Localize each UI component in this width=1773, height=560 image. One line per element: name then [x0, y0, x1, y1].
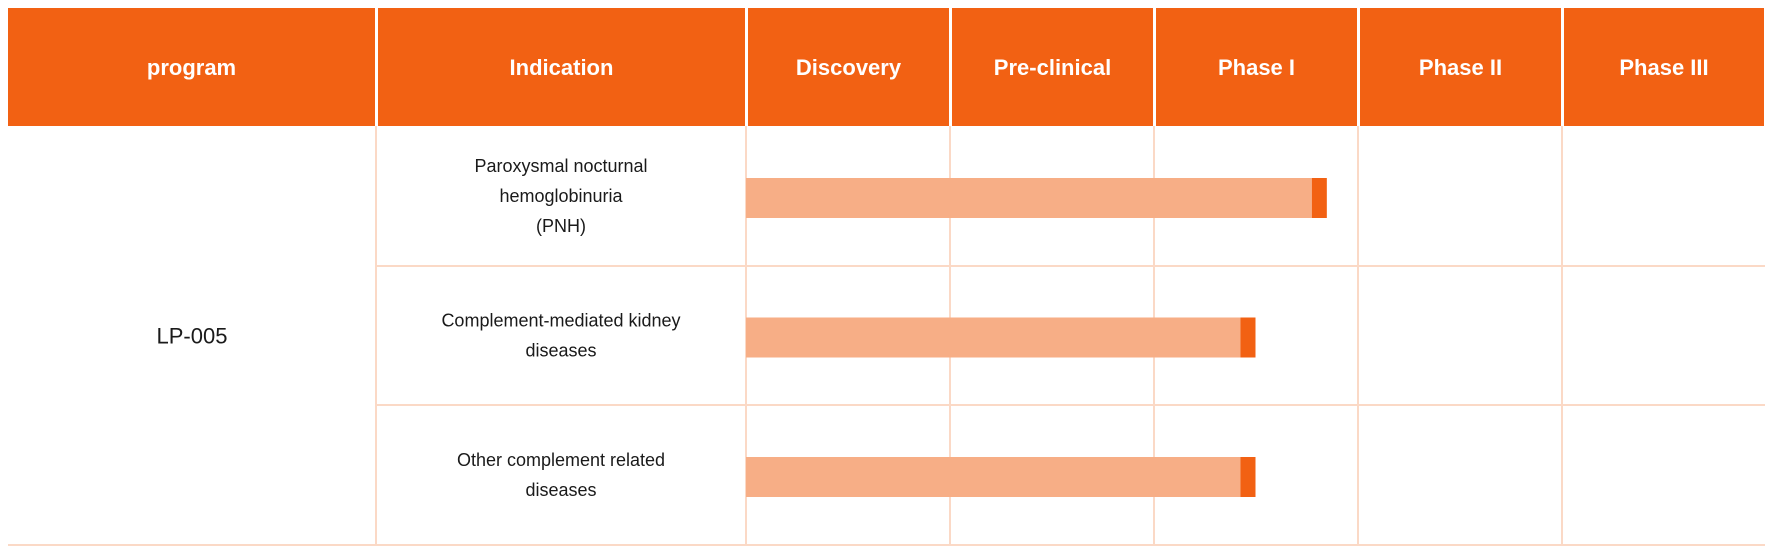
header-label-indication: Indication	[510, 55, 614, 80]
header-label-pre-clinical: Pre-clinical	[994, 55, 1111, 80]
header-cell-phase-iii	[1564, 8, 1764, 126]
progress-bar	[746, 457, 1241, 497]
header-label-discovery: Discovery	[796, 55, 902, 80]
table-text: LP-005 Paroxysmal nocturnal hemoglobinuria…	[157, 156, 681, 500]
progress-bars	[746, 178, 1327, 497]
indication-line: diseases	[525, 480, 596, 500]
header-cell-pre-clinical	[952, 8, 1153, 126]
progress-bar	[746, 317, 1241, 358]
indication-line: (PNH)	[536, 216, 586, 236]
progress-bar-end	[1240, 457, 1256, 497]
header-row: program Indication Discovery Pre-clinical Ph…	[8, 8, 1764, 126]
header-cell-indication	[378, 8, 745, 126]
program-name: LP-005	[157, 324, 228, 349]
header-label-program: program	[147, 55, 236, 80]
indication-line: hemoglobinuria	[499, 186, 623, 206]
indication-label: Paroxysmal nocturnal hemoglobinuria (PNH)	[474, 156, 647, 236]
header-label-phase-iii: Phase III	[1619, 55, 1708, 80]
header-cell-phase-i	[1156, 8, 1357, 126]
progress-bar-end	[1311, 178, 1327, 218]
indication-line: Complement-mediated kidney	[441, 311, 680, 331]
indication-label: Complement-mediated kidney diseases	[441, 311, 680, 361]
indication-line: Paroxysmal nocturnal	[474, 156, 647, 176]
progress-bar-end	[1240, 317, 1256, 358]
header-label-phase-ii: Phase II	[1419, 55, 1502, 80]
progress-bar	[746, 178, 1312, 218]
header-cell-program	[8, 8, 375, 126]
indication-line: Other complement related	[457, 450, 665, 470]
indication-line: diseases	[525, 341, 596, 361]
header-cell-discovery	[748, 8, 949, 126]
header-cell-phase-ii	[1360, 8, 1561, 126]
indication-label: Other complement related diseases	[457, 450, 665, 500]
header-label-phase-i: Phase I	[1218, 55, 1295, 80]
